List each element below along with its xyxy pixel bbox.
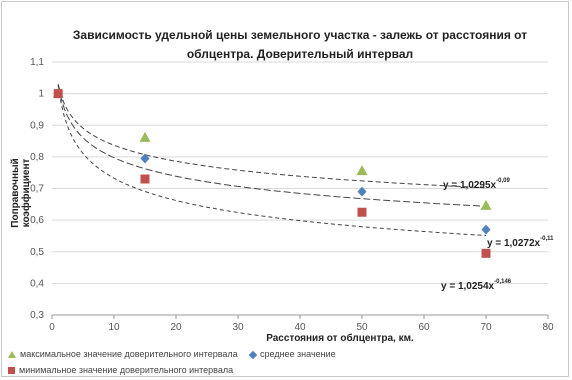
y-tick-label: 0,8	[30, 152, 44, 163]
x-axis-label: Расстояния от облцентра, км.	[266, 333, 414, 344]
point-mean	[481, 224, 491, 235]
point-min	[53, 89, 63, 99]
square-marker-icon	[8, 367, 15, 375]
y-tick-label: 0,6	[30, 215, 44, 226]
x-tick-label: 50	[356, 322, 368, 333]
legend-item-mean: среднее значение	[248, 349, 336, 359]
x-tick-label: 0	[49, 322, 55, 333]
y-tick-label: 0,7	[30, 184, 44, 195]
point-mean	[357, 186, 367, 197]
y-tick-label: 1,1	[30, 57, 44, 68]
trendline-min	[57, 85, 487, 236]
trendline-label-max: y = 1,0295x-0,09	[443, 178, 510, 191]
x-tick-label: 30	[232, 322, 244, 333]
x-tick-label: 10	[108, 322, 120, 333]
y-tick-label: 0,3	[30, 310, 44, 321]
point-mean	[140, 153, 150, 164]
point-min	[357, 207, 367, 217]
chart-title: Зависимость удельной цены земельного уча…	[72, 28, 528, 61]
x-tick-label: 60	[418, 322, 430, 333]
x-tick-label: 40	[294, 322, 306, 333]
trendline-label-min: y = 1,0254x-0,146	[441, 279, 512, 292]
legend-item-min: минимальное значение доверительного инте…	[8, 365, 233, 375]
point-max	[480, 199, 492, 210]
y-tick-label: 0,5	[30, 247, 44, 258]
triangle-marker-icon	[8, 351, 16, 359]
x-tick-label: 20	[170, 322, 182, 333]
y-tick-label: 0,9	[30, 120, 44, 131]
y-tick-label: 0,4	[30, 278, 44, 289]
trendline-max	[57, 84, 487, 189]
x-tick-label: 70	[480, 322, 492, 333]
point-min	[481, 248, 491, 258]
point-max	[356, 165, 368, 176]
y-tick-label: 1	[38, 89, 44, 100]
point-max	[139, 131, 151, 142]
diamond-marker-icon	[248, 350, 258, 359]
trendline-mean	[57, 84, 487, 207]
legend-item-max: максимальное значение доверительного инт…	[8, 349, 238, 359]
point-min	[140, 174, 150, 184]
trendline-label-mean: y = 1,0272x-0,11	[487, 236, 554, 249]
x-tick-label: 80	[542, 322, 554, 333]
